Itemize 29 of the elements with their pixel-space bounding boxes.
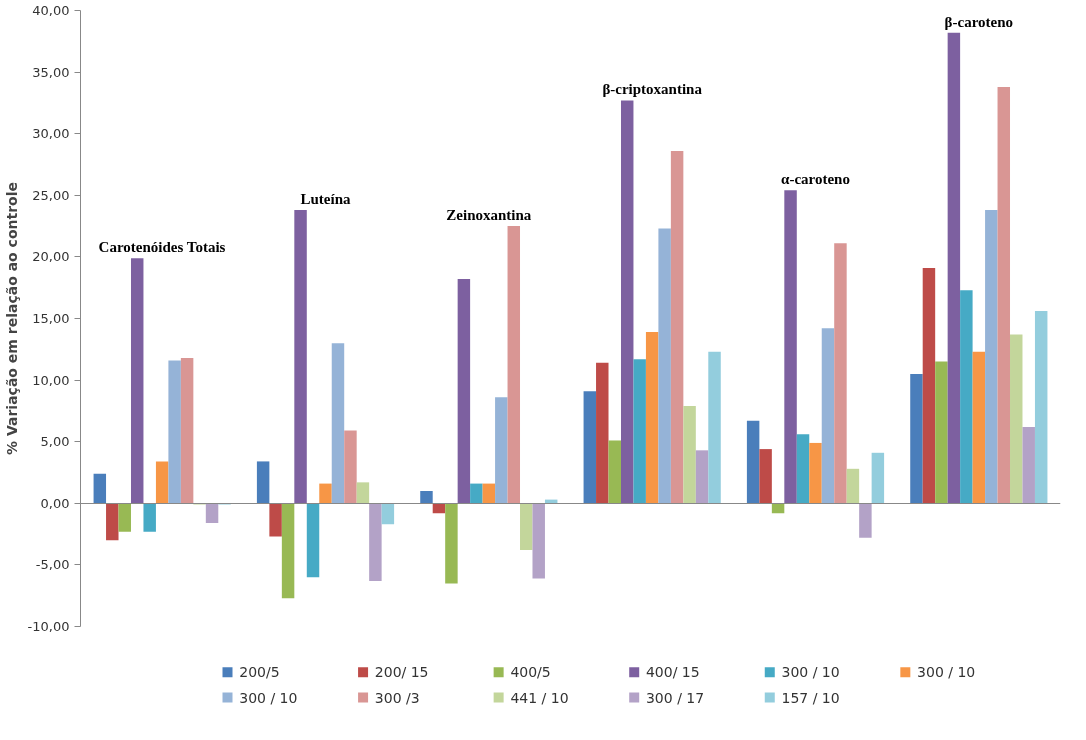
legend-label: 441 / 10 (510, 689, 569, 706)
x-tick-label: Zeinoxantina (446, 207, 532, 224)
y-tick-label: 40,00 (32, 3, 70, 18)
legend-label: 300 / 10 (917, 664, 976, 681)
legend-label: 200/5 (239, 664, 280, 681)
y-tick-label: 20,00 (32, 249, 70, 265)
y-tick-label: 30,00 (32, 126, 70, 142)
y-tick-label: 15,00 (32, 311, 70, 326)
y-tick-label: 0,00 (40, 495, 70, 511)
legend-label: 400/ 15 (645, 664, 700, 681)
y-tick-label: 25,00 (32, 187, 70, 203)
x-tick-label: α-caroteno (781, 171, 850, 188)
x-tick-label: Carotenóides Totais (98, 239, 226, 256)
legend-label: 400/5 (510, 664, 551, 681)
legend-label: 300 / 10 (781, 664, 840, 681)
legend-label: 300 /3 (374, 689, 420, 706)
y-axis-title: % Variação em relação ao controle (3, 182, 20, 455)
y-tick-label: 10,00 (32, 372, 70, 388)
x-tick-label: Luteína (300, 191, 351, 208)
legend-label: 200/ 15 (374, 664, 429, 681)
y-tick-label: 5,00 (40, 434, 70, 450)
legend-label: 300 / 17 (645, 689, 705, 706)
legend-label: 157 / 10 (781, 689, 840, 706)
y-tick-label: -10,00 (27, 619, 70, 634)
y-tick-label: 35,00 (32, 64, 70, 80)
legend-label: 300 / 10 (239, 689, 298, 706)
y-tick-label: -5,00 (35, 557, 70, 573)
x-tick-label: β-caroteno (944, 13, 1014, 30)
x-tick-label: β-criptoxantina (602, 81, 703, 98)
